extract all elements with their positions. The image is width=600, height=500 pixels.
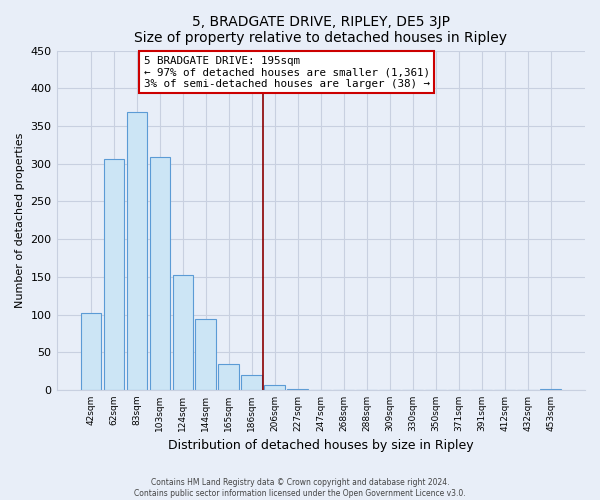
Bar	[104, 159, 124, 390]
Title: 5, BRADGATE DRIVE, RIPLEY, DE5 3JP
Size of property relative to detached houses : 5, BRADGATE DRIVE, RIPLEY, DE5 3JP Size …	[134, 15, 507, 45]
Bar	[287, 389, 308, 390]
Bar	[127, 112, 147, 390]
Bar	[241, 375, 262, 390]
Bar	[149, 157, 170, 390]
Bar	[218, 364, 239, 390]
Bar	[196, 319, 216, 390]
Bar	[173, 274, 193, 390]
Text: Contains HM Land Registry data © Crown copyright and database right 2024.
Contai: Contains HM Land Registry data © Crown c…	[134, 478, 466, 498]
Y-axis label: Number of detached properties: Number of detached properties	[15, 132, 25, 308]
X-axis label: Distribution of detached houses by size in Ripley: Distribution of detached houses by size …	[168, 440, 473, 452]
Bar	[80, 313, 101, 390]
Bar	[540, 389, 561, 390]
Bar	[265, 384, 285, 390]
Text: 5 BRADGATE DRIVE: 195sqm
← 97% of detached houses are smaller (1,361)
3% of semi: 5 BRADGATE DRIVE: 195sqm ← 97% of detach…	[144, 56, 430, 89]
